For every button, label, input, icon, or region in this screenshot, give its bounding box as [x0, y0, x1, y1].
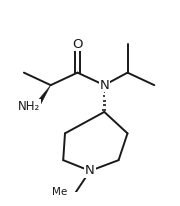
Text: NH₂: NH₂ [18, 100, 40, 113]
Text: O: O [72, 37, 83, 50]
Text: N: N [85, 164, 95, 177]
Text: N: N [99, 79, 109, 92]
Text: Me: Me [52, 187, 67, 197]
Polygon shape [34, 85, 51, 108]
